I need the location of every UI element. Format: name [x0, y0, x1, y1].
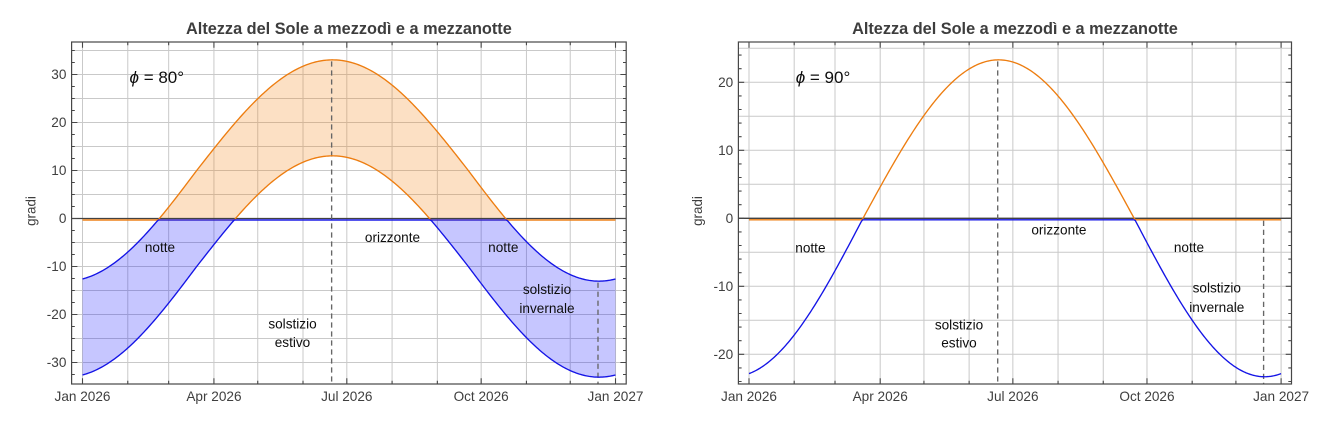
svg-text:20: 20	[718, 75, 734, 90]
svg-text:orizzonte: orizzonte	[1031, 223, 1086, 238]
svg-text:ϕ = 90°: ϕ = 90°	[796, 68, 851, 87]
svg-text:-10: -10	[714, 279, 734, 294]
svg-text:solstizio: solstizio	[523, 282, 571, 297]
svg-text:0: 0	[726, 211, 734, 226]
svg-text:solstizio: solstizio	[268, 317, 316, 332]
svg-text:gradi: gradi	[23, 196, 38, 226]
svg-text:10: 10	[51, 163, 67, 178]
svg-text:Apr 2026: Apr 2026	[853, 389, 908, 404]
svg-text:Jul 2026: Jul 2026	[321, 389, 372, 404]
svg-text:estivo: estivo	[941, 335, 977, 350]
svg-text:20: 20	[51, 115, 67, 130]
svg-text:-20: -20	[47, 307, 67, 322]
svg-text:notte: notte	[145, 240, 175, 255]
svg-text:notte: notte	[1174, 240, 1204, 255]
svg-text:Oct 2026: Oct 2026	[1119, 389, 1174, 404]
svg-text:Jan 2026: Jan 2026	[721, 389, 777, 404]
svg-text:ϕ = 80°: ϕ = 80°	[130, 68, 185, 87]
svg-text:-30: -30	[47, 355, 67, 370]
svg-text:Jan 2026: Jan 2026	[55, 389, 111, 404]
svg-text:Apr 2026: Apr 2026	[186, 389, 241, 404]
svg-text:Altezza del Sole a mezzodì e a: Altezza del Sole a mezzodì e a mezzanott…	[186, 20, 512, 38]
svg-text:notte: notte	[795, 240, 825, 255]
svg-text:invernale: invernale	[1189, 300, 1244, 315]
svg-text:notte: notte	[488, 240, 518, 255]
svg-text:-10: -10	[47, 259, 67, 274]
svg-text:invernale: invernale	[519, 301, 574, 316]
svg-text:-20: -20	[714, 347, 734, 362]
svg-text:Altezza del Sole a mezzodì e a: Altezza del Sole a mezzodì e a mezzanott…	[852, 20, 1178, 38]
svg-text:Jan 2027: Jan 2027	[588, 389, 644, 404]
svg-text:Jan 2027: Jan 2027	[1253, 389, 1309, 404]
svg-text:solstizio: solstizio	[1193, 281, 1241, 296]
svg-text:solstizio: solstizio	[935, 317, 983, 332]
svg-text:30: 30	[51, 67, 67, 82]
svg-text:Jul 2026: Jul 2026	[987, 389, 1038, 404]
svg-text:0: 0	[59, 211, 67, 226]
svg-text:orizzonte: orizzonte	[365, 230, 420, 245]
svg-text:estivo: estivo	[275, 335, 311, 350]
svg-text:gradi: gradi	[690, 196, 705, 226]
svg-text:10: 10	[718, 143, 734, 158]
svg-text:Oct 2026: Oct 2026	[454, 389, 509, 404]
